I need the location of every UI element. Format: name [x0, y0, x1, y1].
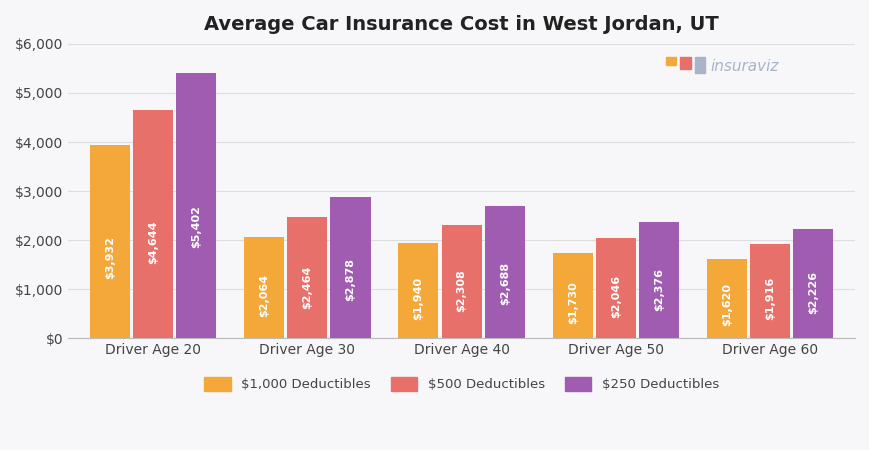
- Text: $2,688: $2,688: [499, 261, 509, 305]
- Text: $2,226: $2,226: [807, 271, 818, 314]
- Text: $2,878: $2,878: [345, 257, 355, 301]
- Text: $2,376: $2,376: [653, 268, 663, 311]
- Bar: [680, 57, 690, 69]
- Bar: [552, 253, 592, 338]
- Bar: [176, 73, 216, 338]
- Text: $3,932: $3,932: [105, 236, 115, 279]
- Bar: [749, 244, 789, 338]
- Bar: [244, 237, 284, 338]
- Text: $1,620: $1,620: [721, 284, 731, 326]
- Legend: $1,000 Deductibles, $500 Deductibles, $250 Deductibles: $1,000 Deductibles, $500 Deductibles, $2…: [199, 372, 723, 396]
- Bar: [330, 197, 370, 338]
- Bar: [133, 110, 173, 338]
- Bar: [90, 145, 129, 338]
- Text: $2,046: $2,046: [610, 274, 620, 318]
- Text: $2,308: $2,308: [456, 270, 466, 312]
- Bar: [666, 57, 675, 64]
- Text: $4,644: $4,644: [148, 221, 158, 265]
- Text: $2,064: $2,064: [259, 274, 269, 317]
- Bar: [595, 238, 635, 338]
- Bar: [398, 243, 438, 338]
- Bar: [484, 207, 524, 338]
- Text: $1,730: $1,730: [567, 281, 577, 324]
- Text: $1,916: $1,916: [764, 277, 774, 320]
- Bar: [693, 57, 704, 73]
- Text: $2,464: $2,464: [302, 266, 312, 309]
- Bar: [287, 217, 327, 338]
- Text: $1,940: $1,940: [413, 277, 423, 320]
- Bar: [441, 225, 481, 338]
- Bar: [706, 259, 746, 338]
- Text: $5,402: $5,402: [191, 206, 201, 248]
- Bar: [793, 229, 833, 338]
- Bar: [639, 222, 679, 338]
- Title: Average Car Insurance Cost in West Jordan, UT: Average Car Insurance Cost in West Jorda…: [204, 15, 718, 34]
- Text: insuraviz: insuraviz: [709, 58, 778, 74]
